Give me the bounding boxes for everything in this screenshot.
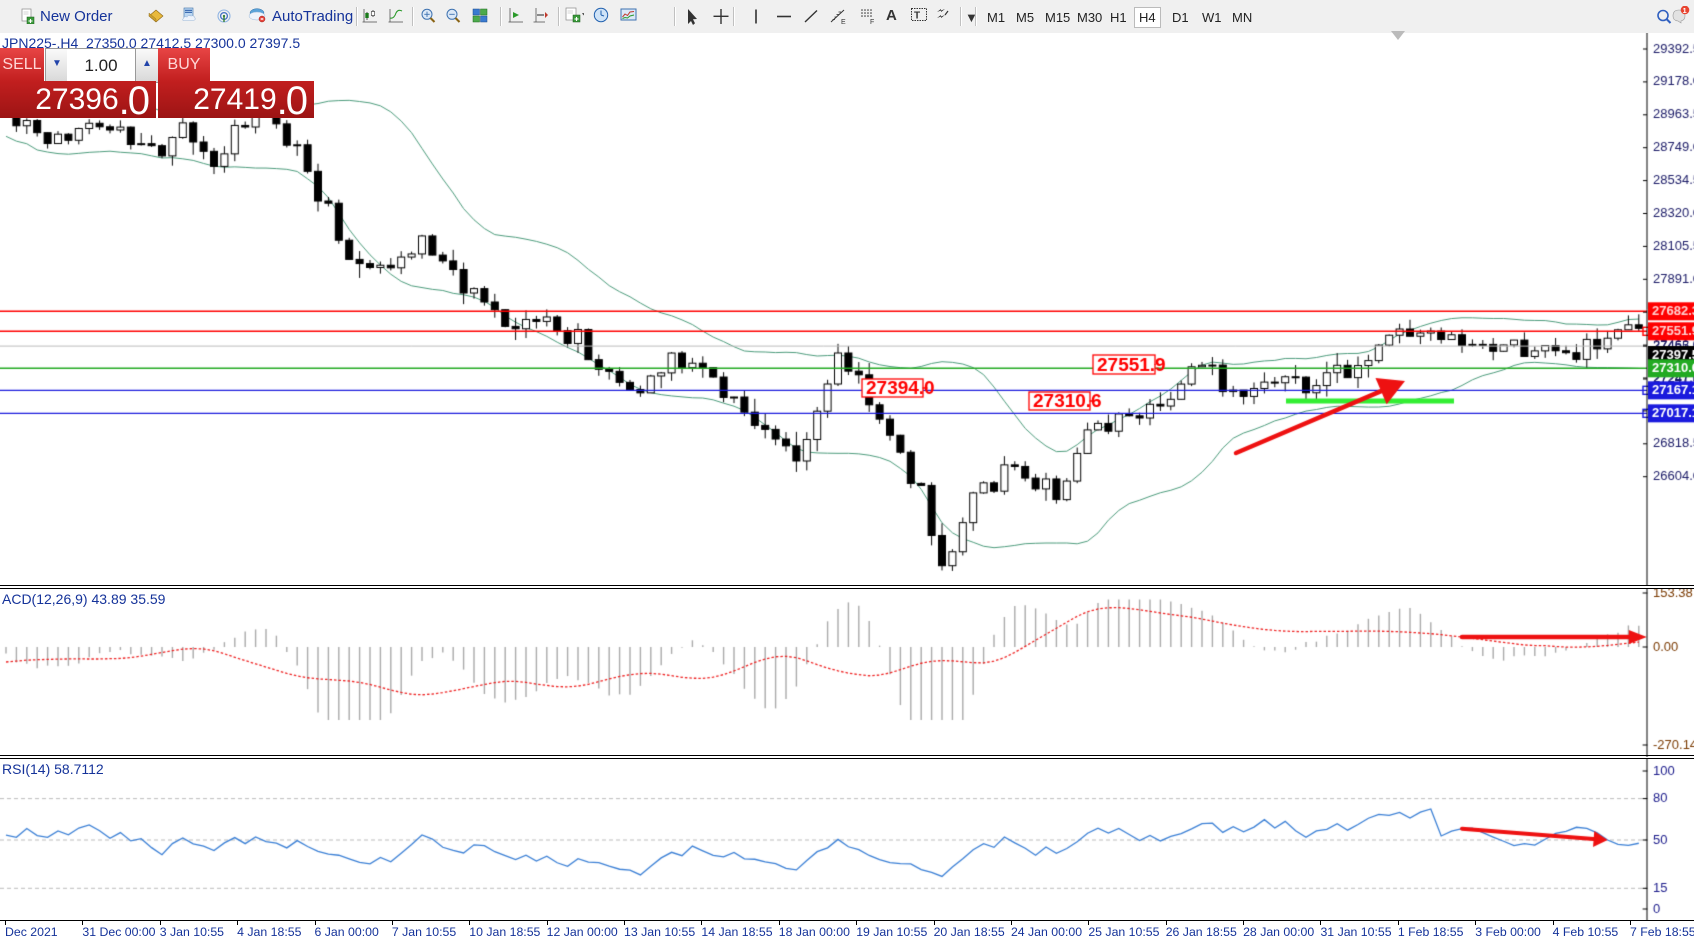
- svg-text:1: 1: [1683, 6, 1687, 15]
- svg-text:T: T: [914, 11, 920, 22]
- svg-text:E: E: [841, 19, 846, 24]
- svg-text:F: F: [870, 19, 874, 24]
